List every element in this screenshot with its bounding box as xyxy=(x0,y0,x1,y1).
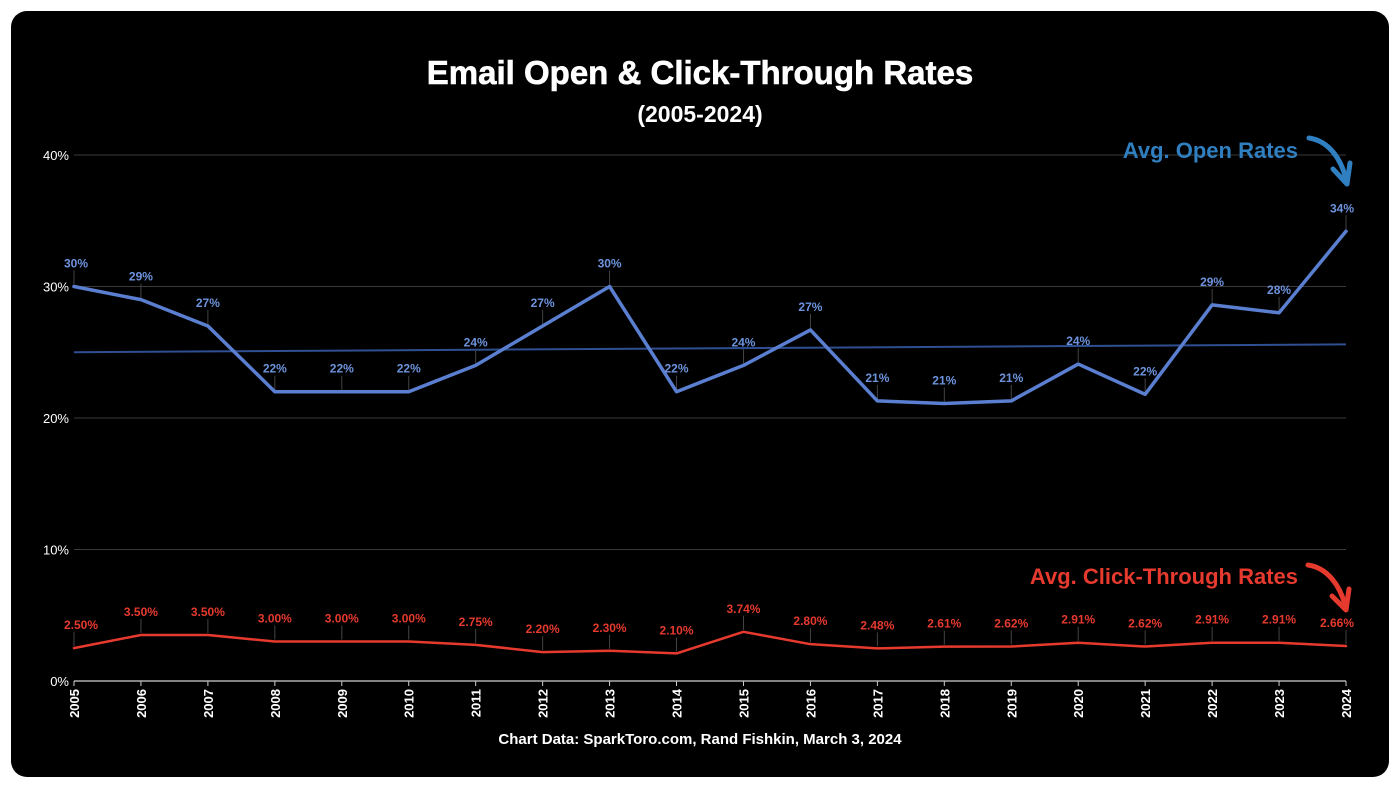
y-tick-label: 20% xyxy=(43,411,69,426)
data-label: 27% xyxy=(531,296,555,310)
x-tick-label: 2022 xyxy=(1205,689,1220,718)
data-label: 2.20% xyxy=(526,622,560,636)
y-tick-label: 10% xyxy=(43,543,69,558)
x-tick-label: 2024 xyxy=(1339,688,1354,718)
data-label: 2.50% xyxy=(64,618,98,632)
x-tick-label: 2009 xyxy=(335,689,350,718)
data-label: 27% xyxy=(196,296,220,310)
data-label: 2.10% xyxy=(660,623,694,637)
y-axis: 0% 10% 20% 30% 40% xyxy=(43,148,69,689)
series-trendline xyxy=(73,343,1347,354)
x-tick-label: 2012 xyxy=(536,689,551,718)
data-label: 2.48% xyxy=(860,618,894,632)
data-label: 34% xyxy=(1330,201,1354,215)
x-tick-label: 2021 xyxy=(1138,689,1153,718)
x-tick-label: 2006 xyxy=(134,689,149,718)
y-tick-label: 0% xyxy=(50,674,69,689)
data-label: 27% xyxy=(798,300,822,314)
data-label: 22% xyxy=(330,362,354,376)
data-label: 21% xyxy=(999,371,1023,385)
ctr-arrow-icon xyxy=(1305,562,1348,608)
chart: Email Open & Click-Through Rates (2005-2… xyxy=(43,54,1354,748)
data-label: 28% xyxy=(1267,283,1291,297)
data-label: 2.66% xyxy=(1320,616,1354,630)
y-tick-label: 40% xyxy=(43,148,69,163)
series-1: 2.50% 3.50% 3.50% 3.00% 3.00% 3.00% 2.75% 2.20%… xyxy=(64,602,1354,655)
open-rate-series-name: Avg. Open Rates xyxy=(1123,138,1298,163)
data-label: 30% xyxy=(598,257,622,271)
series-line xyxy=(72,630,1348,655)
chart-footnote: Chart Data: SparkToro.com, Rand Fishkin,… xyxy=(498,731,902,748)
chart-card: Email Open & Click-Through Rates (2005-2… xyxy=(11,11,1389,777)
x-tick-label: 2005 xyxy=(67,689,82,718)
data-label: 30% xyxy=(64,257,88,271)
data-label: 3.00% xyxy=(325,612,359,626)
data-label: 22% xyxy=(263,362,287,376)
x-tick-label: 2008 xyxy=(268,689,283,718)
x-tick-label: 2017 xyxy=(870,689,885,718)
series-layer: 30% 29% 27% 22% 22% 22% 24% 27% 30% 22% 24% 27% 21% 2… xyxy=(64,201,1354,655)
x-tick-label: 2013 xyxy=(603,689,618,718)
x-tick-label: 2007 xyxy=(201,689,216,718)
data-label: 22% xyxy=(397,362,421,376)
data-label: 2.91% xyxy=(1262,613,1296,627)
series-annotations: Avg. Open Rates Avg. Click-Through Rates xyxy=(1030,135,1353,613)
data-label: 2.30% xyxy=(593,621,627,635)
data-label: 2.62% xyxy=(1128,617,1162,631)
data-label: 2.75% xyxy=(459,615,493,629)
data-label: 2.62% xyxy=(994,617,1028,631)
open-rate-arrow-icon xyxy=(1306,135,1349,182)
data-label: 3.74% xyxy=(726,602,760,616)
data-label: 2.91% xyxy=(1061,613,1095,627)
data-label: 3.00% xyxy=(392,612,426,626)
x-tick-label: 2019 xyxy=(1004,689,1019,718)
chart-subtitle: (2005-2024) xyxy=(637,101,762,127)
x-tick-label: 2018 xyxy=(937,689,952,718)
ctr-arrowhead-icon xyxy=(1329,586,1352,613)
x-tick-label: 2010 xyxy=(402,689,417,718)
x-tick-label: 2023 xyxy=(1272,689,1287,718)
data-label: 3.50% xyxy=(191,605,225,619)
chart-title: Email Open & Click-Through Rates xyxy=(427,54,973,91)
x-tick-label: 2011 xyxy=(469,689,484,717)
data-label: 2.91% xyxy=(1195,613,1229,627)
data-label: 22% xyxy=(665,362,689,376)
open-rate-arrowhead-icon xyxy=(1330,160,1353,187)
y-tick-label: 30% xyxy=(43,280,69,295)
data-label: 21% xyxy=(865,371,889,385)
title-group: Email Open & Click-Through Rates (2005-2… xyxy=(426,54,973,127)
data-label: 21% xyxy=(932,374,956,388)
data-label: 24% xyxy=(731,335,755,349)
data-label: 2.61% xyxy=(927,617,961,631)
ctr-series-name: Avg. Click-Through Rates xyxy=(1030,564,1298,589)
x-tick-label: 2015 xyxy=(736,689,751,718)
x-tick-label: 2020 xyxy=(1071,689,1086,718)
data-label: 29% xyxy=(129,270,153,284)
data-label: 3.00% xyxy=(258,612,292,626)
series-line xyxy=(72,229,1348,406)
data-label: 22% xyxy=(1133,364,1157,378)
data-label: 24% xyxy=(464,335,488,349)
x-tick-label: 2016 xyxy=(803,689,818,718)
data-label: 24% xyxy=(1066,334,1090,348)
series-0: 30% 29% 27% 22% 22% 22% 24% 27% 30% 22% 24% 27% 21% 2… xyxy=(64,201,1354,406)
data-label: 29% xyxy=(1200,275,1224,289)
gridlines xyxy=(74,154,1346,682)
data-label: 3.50% xyxy=(124,605,158,619)
x-tick-label: 2014 xyxy=(670,688,685,718)
data-label: 2.80% xyxy=(793,614,827,628)
x-axis: 2005 2006 2007 2008 2009 2010 2011 2012 2013 2014… xyxy=(67,681,1354,718)
